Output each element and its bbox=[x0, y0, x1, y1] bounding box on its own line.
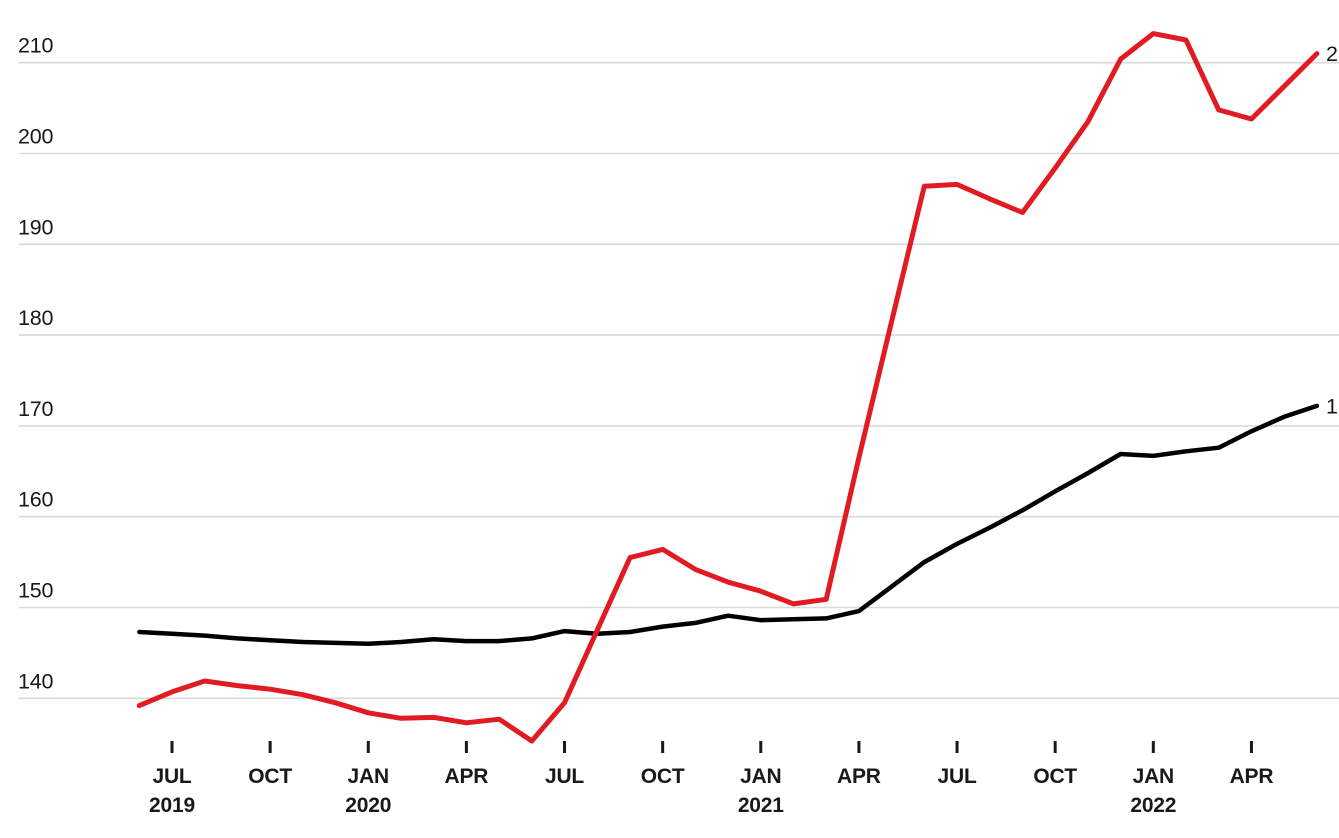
x-axis-year-label: 2019 bbox=[149, 794, 195, 817]
x-axis-label: JUL bbox=[152, 765, 191, 788]
x-axis-year-label: 2021 bbox=[738, 794, 784, 817]
x-axis-label: OCT bbox=[641, 765, 685, 788]
x-axis-label: JUL bbox=[938, 765, 977, 788]
x-axis-label: APR bbox=[445, 765, 489, 788]
x-axis-label: JAN bbox=[348, 765, 389, 788]
x-axis-label: OCT bbox=[248, 765, 292, 788]
x-axis-label: APR bbox=[1230, 765, 1274, 788]
x-axis-year-label: 2022 bbox=[1130, 794, 1176, 817]
x-axis-label: JAN bbox=[1133, 765, 1174, 788]
x-axis-year-label: 2020 bbox=[345, 794, 391, 817]
series-line-black-series bbox=[137, 403, 1320, 647]
y-axis-label: 160 bbox=[18, 488, 54, 512]
series-end-label: 2 bbox=[1326, 42, 1338, 66]
series-end-label: 1 bbox=[1326, 394, 1338, 418]
x-axis-label: JUL bbox=[545, 765, 584, 788]
y-axis-label: 140 bbox=[18, 669, 54, 693]
series-line-red-series bbox=[136, 31, 1320, 744]
x-axis-label: JAN bbox=[740, 765, 781, 788]
y-axis-label: 210 bbox=[18, 34, 54, 58]
y-axis-label: 190 bbox=[18, 215, 54, 239]
y-axis-label: 150 bbox=[18, 579, 54, 603]
x-axis-label: APR bbox=[837, 765, 881, 788]
x-axis-label: OCT bbox=[1033, 765, 1077, 788]
y-axis-label: 200 bbox=[18, 125, 54, 149]
y-axis-label: 170 bbox=[18, 397, 54, 421]
y-axis-label: 180 bbox=[18, 306, 54, 330]
